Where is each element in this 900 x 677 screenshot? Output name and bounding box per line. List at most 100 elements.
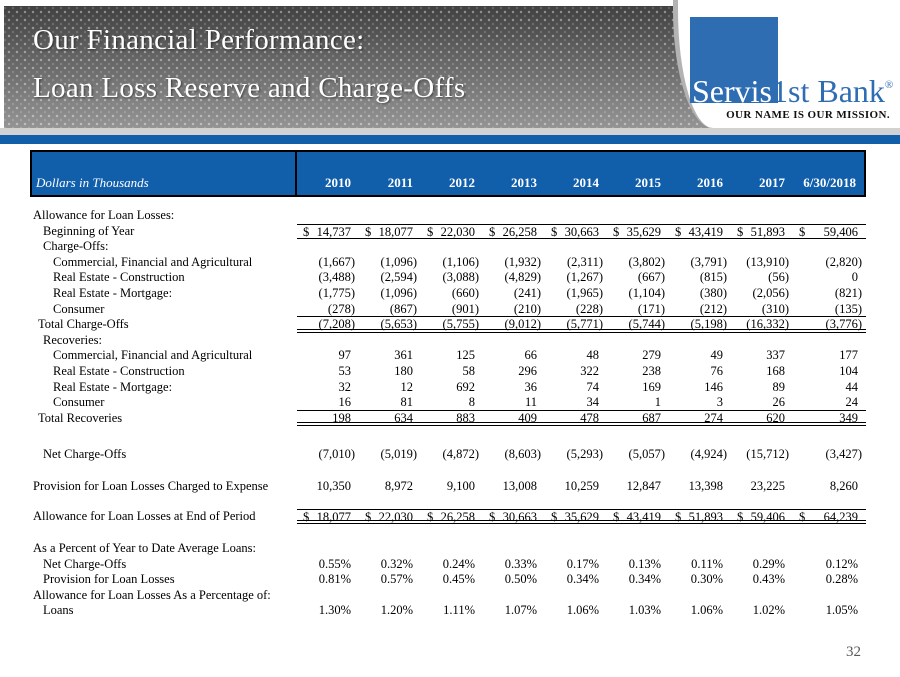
logo-servis-text: Servis [692,73,772,109]
value-cell: 44 [845,379,859,394]
table-row: Total Recoveries 198 634 883 409 478 687 274 620… [30,411,866,427]
value-cell: $64,239 [793,509,866,524]
value-cell: 687 [642,410,661,425]
value-cell: (1,096) [380,285,417,300]
value-cell: (901) [451,301,479,316]
table-row: Real Estate - Mortgage: 32 12 692 36 74 169 146… [30,380,866,396]
value-cell: (5,019) [380,447,417,462]
table-row: Allowance for Loan Losses: [30,208,866,224]
table-row: Loans 1.30% 1.20% 1.11% 1.07% 1.06% 1.03% 1.06%… [30,603,866,619]
value-cell: (380) [699,285,727,300]
table-body: Allowance for Loan Losses: Beginning of Y… [30,208,866,619]
row-label: As a Percent of Year to Date Average Loa… [33,541,256,556]
value-cell: 76 [710,363,724,378]
dollar-sign: $ [365,509,372,524]
value-cell: 0.17% [566,556,599,571]
value-cell: 1.02% [752,603,785,618]
value-cell: (8,603) [504,447,541,462]
dollar-sign: $ [675,224,682,239]
row-label: Total Recoveries [38,410,123,425]
value-cell: 0.24% [442,556,475,571]
dollar-sign: $ [551,509,558,524]
value-cell: 58 [462,363,476,378]
value-cell: 48 [586,348,600,363]
table-row: Consumer (278) (867) (901) (210) (228) (171) (2… [30,302,866,318]
row-label: Real Estate - Construction [53,363,185,378]
dollar-sign: $ [427,224,434,239]
value-cell: (867) [389,301,417,316]
row-label: Commercial, Financial and Agricultural [53,348,253,363]
dollar-sign: $ [365,224,372,239]
value-cell: (3,427) [825,447,862,462]
value-number: 43,419 [688,224,723,239]
row-values: 0.81% 0.57% 0.45% 0.50% 0.34% 0.34% 0.30% 0.43%… [297,572,866,588]
value-cell: 0.50% [504,572,537,587]
value-cell: 9,100 [446,478,475,493]
value-cell: 12,847 [626,478,661,493]
value-cell: 8,972 [384,478,413,493]
dollar-sign: $ [737,224,744,239]
divider-strip [0,128,900,135]
row-label: Net Charge-Offs [43,447,127,462]
value-cell: (1,104) [628,285,665,300]
value-cell: $51,893 [731,225,793,239]
value-cell: 620 [766,410,785,425]
value-cell: $26,258 [483,225,545,239]
value-cell: (1,267) [566,270,603,285]
value-cell: (660) [451,285,479,300]
value-cell: 634 [394,410,413,425]
value-cell: 692 [456,379,475,394]
year-header: 2015 [635,175,661,190]
value-cell: (5,771) [566,317,603,332]
accent-bar [0,135,900,144]
value-cell: 1 [654,395,661,410]
value-cell: 274 [704,410,723,425]
value-cell: 3 [716,395,723,410]
dollar-sign: $ [799,509,806,524]
value-cell: (4,872) [442,447,479,462]
slide-header: Our Financial Performance: Loan Loss Res… [0,0,900,128]
value-cell: $22,030 [359,509,421,524]
value-cell: (5,755) [442,317,479,332]
row-values: (1,667) (1,096) (1,106) (1,932) (2,311) (3,80… [297,255,866,271]
value-cell: $43,419 [669,225,731,239]
year-header: 2012 [449,175,475,190]
value-number: 18,077 [316,509,351,524]
value-number: 14,737 [316,224,351,239]
value-cell: 13,398 [688,478,723,493]
value-cell: 10,259 [564,478,599,493]
value-cell: 11 [524,395,537,410]
page-title: Our Financial Performance: Loan Loss Res… [33,16,465,112]
value-cell: (7,208) [318,317,355,332]
value-cell: 8,260 [829,478,858,493]
value-cell: (5,653) [380,317,417,332]
value-cell: 0.55% [318,556,351,571]
row-values: (3,488) (2,594) (3,088) (4,829) (1,267) (667)… [297,270,866,286]
value-cell: 0.34% [628,572,661,587]
value-cell: (2,311) [567,254,603,269]
dollar-sign: $ [427,509,434,524]
row-label: Real Estate - Construction [53,270,185,285]
value-cell: (1,775) [318,285,355,300]
value-cell: 0.12% [825,556,858,571]
value-cell: 32 [338,379,352,394]
value-cell: (4,924) [690,447,727,462]
value-cell: 0.45% [442,572,475,587]
value-number: 30,663 [564,224,599,239]
table-row: Net Charge-Offs (7,010) (5,019) (4,872) (8,6… [30,447,866,463]
dollar-sign: $ [675,509,682,524]
value-cell: (3,088) [442,270,479,285]
value-number: 35,629 [564,509,599,524]
value-cell: $51,893 [669,509,731,524]
row-values: 198 634 883 409 478 687 274 620 349 [297,411,866,427]
row-values: 32 12 692 36 74 169 146 89 44 [297,380,866,396]
table-row: Recoveries: [30,333,866,349]
year-header: 2014 [573,175,599,190]
value-cell: $35,629 [545,509,607,524]
financial-table: Dollars in Thousands 2010 2011 2012 2013 201… [30,150,866,619]
value-cell: (171) [637,301,665,316]
row-label: Consumer [53,395,105,410]
row-label: Provision for Loan Losses Charged to Exp… [33,478,269,493]
dollar-sign: $ [489,224,496,239]
row-values: (7,208) (5,653) (5,755) (9,012) (5,771) (5,74… [297,317,866,333]
